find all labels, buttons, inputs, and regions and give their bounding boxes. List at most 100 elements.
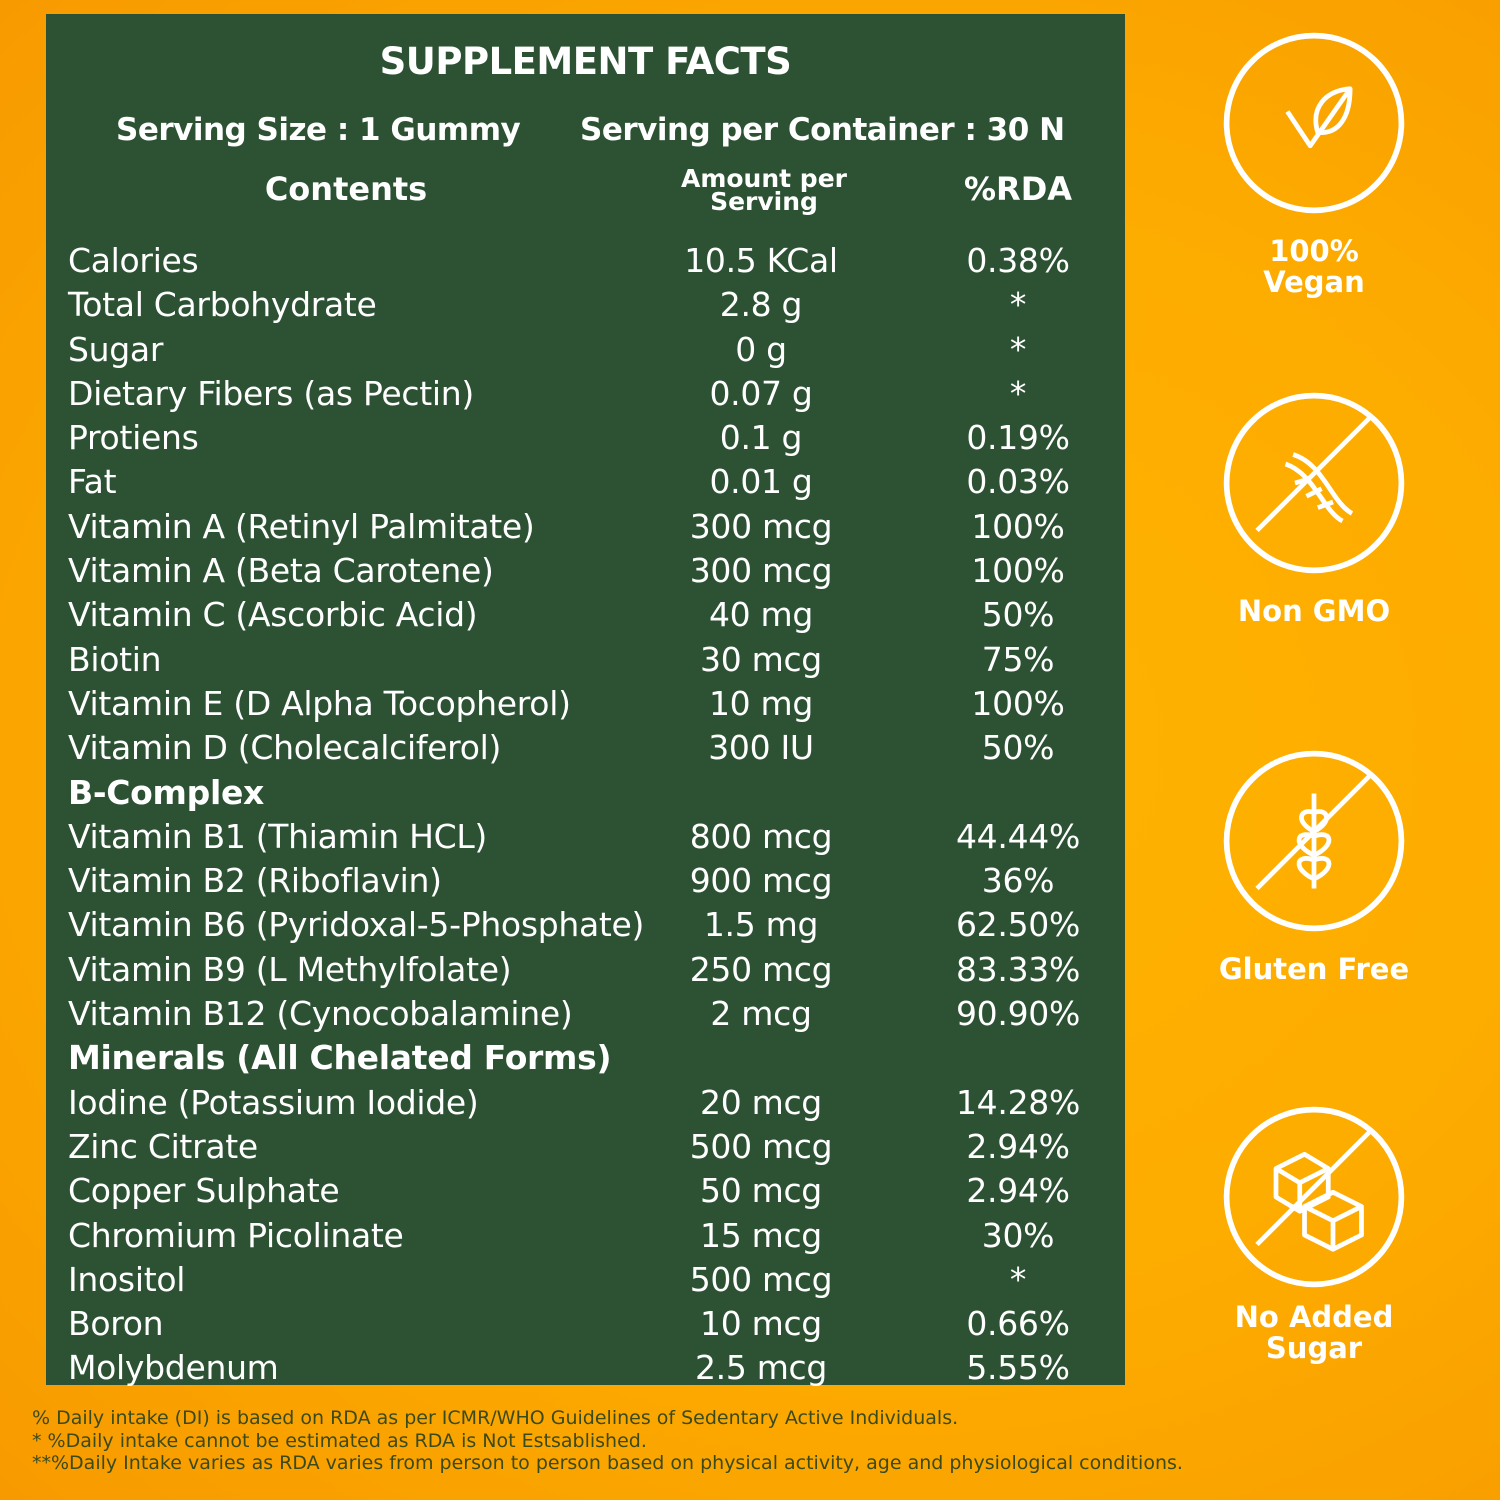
table-row: Vitamin A (Beta Carotene) 300 mcg 100%	[46, 549, 1125, 593]
rda-percent: 30%	[981, 1215, 1055, 1255]
table-row: Iodine (Potassium Iodide) 20 mcg 14.28%	[46, 1081, 1125, 1125]
nutrient-name: Vitamin C (Ascorbic Acid)	[68, 595, 478, 635]
nutrient-name: Copper Sulphate	[68, 1171, 340, 1211]
wheat-crossed-icon	[1223, 750, 1405, 932]
amount-per-serving: 500 mcg	[689, 1259, 833, 1299]
amount-per-serving: 300 mcg	[689, 506, 833, 546]
rda-percent: 100%	[971, 551, 1065, 591]
nutrient-name: Minerals (All Chelated Forms)	[68, 1038, 612, 1078]
dna-crossed-icon	[1223, 392, 1405, 574]
panel-title: SUPPLEMENT FACTS	[379, 40, 792, 83]
table-row: Vitamin C (Ascorbic Acid) 40 mg 50%	[46, 593, 1125, 637]
amount-per-serving: 10 mcg	[700, 1304, 822, 1344]
rda-percent: 100%	[971, 683, 1065, 723]
rda-percent: 5.55%	[966, 1348, 1070, 1388]
amount-per-serving: 10 mg	[708, 683, 814, 723]
table-row: Biotin 30 mcg 75%	[46, 638, 1125, 682]
rda-percent: 90.90%	[955, 994, 1081, 1034]
rda-percent: 50%	[981, 595, 1055, 635]
section-heading-row: Minerals (All Chelated Forms)	[46, 1036, 1125, 1080]
rda-percent: *	[1009, 285, 1027, 325]
table-row: Chromium Picolinate 15 mcg 30%	[46, 1214, 1125, 1258]
rda-percent: 100%	[971, 506, 1065, 546]
rda-percent: *	[1009, 329, 1027, 369]
rda-percent: 14.28%	[955, 1082, 1081, 1122]
servings-per-container: Serving per Container : 30 N	[580, 112, 1065, 148]
amount-per-serving: 2.8 g	[719, 285, 803, 325]
rda-percent: 44.44%	[955, 816, 1081, 856]
nutrient-table: Calories 10.5 KCal 0.38% Total Carbohydrate…	[46, 239, 1125, 1391]
amount-per-serving: 500 mcg	[689, 1126, 833, 1166]
nutrient-name: Sugar	[68, 329, 164, 369]
table-row: Vitamin B1 (Thiamin HCL) 800 mcg 44.44%	[46, 815, 1125, 859]
table-row: Vitamin B9 (L Methylfolate) 250 mcg 83.33%	[46, 948, 1125, 992]
rda-percent: 36%	[981, 861, 1055, 901]
table-row: Inositol 500 mcg *	[46, 1258, 1125, 1302]
footnote: **%Daily Intake varies as RDA varies fro…	[32, 1452, 1183, 1474]
nutrient-name: Vitamin B12 (Cynocobalamine)	[68, 994, 573, 1034]
badge-label: Gluten Free	[1218, 952, 1410, 986]
table-row: Zinc Citrate 500 mcg 2.94%	[46, 1125, 1125, 1169]
nutrient-name: Fat	[68, 462, 117, 502]
header-rda: %RDA	[963, 170, 1073, 208]
rda-percent: 0.38%	[966, 241, 1070, 280]
rda-percent: 50%	[981, 728, 1055, 768]
amount-per-serving: 1.5 mg	[703, 905, 819, 945]
badge-100-vegan: 100% Vegan	[1214, 28, 1414, 298]
amount-per-serving: 800 mcg	[689, 816, 833, 856]
rda-percent: 83.33%	[955, 949, 1081, 989]
table-row: Boron 10 mcg 0.66%	[46, 1302, 1125, 1346]
nutrient-name: B-Complex	[68, 772, 265, 812]
table-row: Vitamin A (Retinyl Palmitate) 300 mcg 100%	[46, 505, 1125, 549]
nutrient-name: Vitamin A (Beta Carotene)	[68, 551, 494, 591]
rda-percent: *	[1009, 373, 1027, 413]
nutrient-name: Vitamin B2 (Riboflavin)	[68, 861, 442, 901]
nutrient-name: Zinc Citrate	[68, 1126, 258, 1166]
footnote: % Daily intake (DI) is based on RDA as p…	[32, 1407, 959, 1429]
nutrient-name: Chromium Picolinate	[68, 1215, 404, 1255]
rda-percent: 2.94%	[966, 1171, 1070, 1211]
table-row: Molybdenum 2.5 mcg 5.55%	[46, 1346, 1125, 1390]
nutrient-name: Vitamin A (Retinyl Palmitate)	[68, 506, 535, 546]
sugar-cube-crossed-icon	[1223, 1106, 1405, 1288]
nutrient-name: Vitamin B6 (Pyridoxal-5-Phosphate)	[68, 905, 645, 945]
supplement-facts-panel: SUPPLEMENT FACTS Serving Size : 1 Gummy …	[46, 14, 1125, 1387]
amount-per-serving: 15 mcg	[700, 1215, 822, 1255]
amount-per-serving: 2 mcg	[710, 994, 812, 1034]
footnote: * %Daily intake cannot be estimated as R…	[32, 1429, 647, 1452]
header-amount: Amount per Serving	[680, 164, 847, 216]
badge-non-gmo: Non GMO	[1214, 388, 1414, 627]
nutrient-name: Vitamin E (D Alpha Tocopherol)	[68, 683, 571, 723]
rda-percent: 0.03%	[966, 462, 1070, 502]
table-row: Dietary Fibers (as Pectin) 0.07 g *	[46, 372, 1125, 416]
amount-per-serving: 20 mcg	[700, 1082, 822, 1122]
nutrient-name: Vitamin B9 (L Methylfolate)	[68, 949, 512, 989]
table-row: Vitamin B2 (Riboflavin) 900 mcg 36%	[46, 859, 1125, 903]
amount-per-serving: 900 mcg	[689, 861, 833, 901]
table-row: Vitamin E (D Alpha Tocopherol) 10 mg 100%	[46, 682, 1125, 726]
amount-per-serving: 2.5 mcg	[694, 1348, 828, 1388]
amount-per-serving: 0 g	[735, 329, 787, 369]
amount-per-serving: 50 mcg	[700, 1171, 822, 1211]
rda-percent: 2.94%	[966, 1126, 1070, 1166]
rda-percent: *	[1009, 1259, 1027, 1299]
badge-label: 100% Vegan	[1263, 234, 1365, 299]
footnotes: % Daily intake (DI) is based on RDA as p…	[32, 1407, 1183, 1475]
table-row: Copper Sulphate 50 mcg 2.94%	[46, 1169, 1125, 1213]
amount-per-serving: 10.5 KCal	[684, 241, 838, 280]
table-row: Vitamin B6 (Pyridoxal-5-Phosphate) 1.5 mg…	[46, 903, 1125, 947]
table-row: Vitamin D (Cholecalciferol) 300 IU 50%	[46, 726, 1125, 770]
table-row: Sugar 0 g *	[46, 328, 1125, 372]
amount-per-serving: 300 IU	[708, 728, 814, 768]
table-row: Fat 0.01 g 0.03%	[46, 460, 1125, 504]
badge-no-added-sugar: No Added Sugar	[1214, 1102, 1414, 1364]
rda-percent: 0.19%	[966, 418, 1070, 458]
amount-per-serving: 30 mcg	[700, 639, 822, 679]
amount-per-serving: 40 mg	[708, 595, 814, 635]
nutrient-name: Vitamin D (Cholecalciferol)	[68, 728, 502, 768]
nutrient-name: Boron	[68, 1304, 164, 1344]
nutrient-name: Vitamin B1 (Thiamin HCL)	[68, 816, 487, 856]
vegan-leaf-icon	[1223, 32, 1405, 214]
table-row: Protiens 0.1 g 0.19%	[46, 416, 1125, 460]
table-row: Calories 10.5 KCal 0.38%	[46, 239, 1125, 283]
